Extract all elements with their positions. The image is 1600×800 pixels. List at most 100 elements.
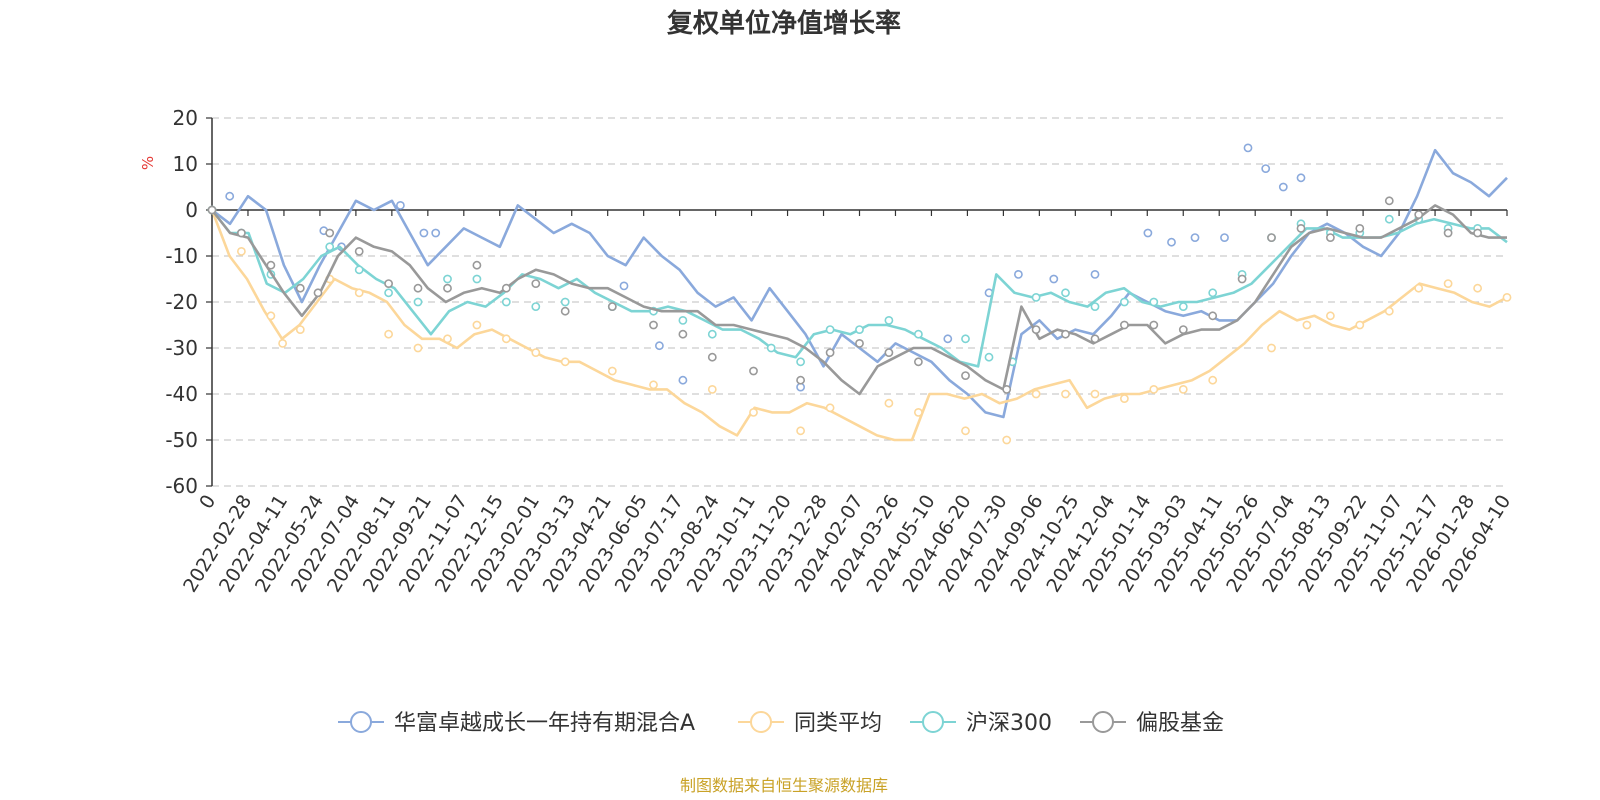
data-point	[1090, 389, 1100, 399]
data-point	[1261, 164, 1271, 173]
legend-marker-icon	[750, 711, 772, 733]
y-tick-label: -10	[165, 244, 198, 268]
data-point	[1355, 320, 1365, 330]
series-0	[207, 143, 1508, 419]
data-point	[1384, 214, 1394, 224]
data-point	[501, 297, 511, 307]
data-point	[1296, 223, 1306, 233]
data-point	[278, 338, 287, 348]
data-point	[914, 357, 923, 367]
data-point	[384, 329, 393, 339]
data-point	[707, 384, 717, 394]
y-axis-unit: %	[139, 156, 157, 170]
data-point	[655, 341, 664, 351]
legend-item-2[interactable]: 沪深300	[910, 711, 1052, 736]
chart-title: 复权单位净值增长率	[667, 8, 901, 39]
data-point	[1031, 292, 1041, 302]
data-point	[313, 288, 323, 298]
data-point	[825, 325, 835, 334]
data-point	[1473, 228, 1482, 238]
data-point	[649, 320, 658, 330]
data-point	[1178, 302, 1188, 311]
data-point	[1414, 283, 1424, 293]
legend-item-3[interactable]: 偏股基金	[1080, 711, 1224, 736]
data-point	[855, 338, 864, 348]
data-point	[766, 343, 776, 353]
data-point	[354, 246, 364, 256]
data-point	[472, 260, 482, 270]
data-point	[855, 325, 864, 334]
data-point	[1414, 210, 1424, 219]
data-point	[531, 279, 541, 288]
data-point	[678, 375, 688, 385]
data-point	[884, 315, 894, 325]
data-point	[1296, 173, 1306, 183]
data-point	[961, 426, 970, 436]
data-point	[961, 371, 970, 380]
data-point	[607, 302, 617, 311]
data-point	[749, 366, 758, 376]
data-point	[325, 228, 335, 238]
data-point	[749, 407, 758, 417]
data-point	[1061, 389, 1070, 399]
data-point	[443, 274, 452, 284]
data-point	[1443, 279, 1453, 288]
data-point	[1355, 223, 1365, 233]
data-point	[1120, 297, 1129, 307]
data-point	[531, 302, 541, 311]
data-point	[1502, 292, 1512, 302]
data-point	[825, 403, 835, 413]
data-point	[354, 265, 364, 275]
data-point	[1002, 435, 1012, 445]
data-point	[472, 274, 482, 284]
series-line	[210, 209, 1508, 442]
data-point	[884, 348, 894, 357]
data-point	[501, 334, 511, 344]
data-point	[295, 283, 305, 293]
data-point	[1384, 306, 1394, 316]
data-point	[1120, 394, 1129, 403]
data-point	[678, 329, 688, 339]
axes: 20100-10-20-30-40-50-6002022-02-282022-0…	[165, 106, 1515, 596]
legend-label: 华富卓越成长一年持有期混合A	[394, 711, 695, 736]
series-line	[210, 204, 1507, 396]
series-3	[207, 196, 1507, 396]
legend[interactable]: 华富卓越成长一年持有期混合A 同类平均 沪深300 偏股基金	[338, 711, 1224, 736]
data-point	[796, 357, 805, 367]
data-point	[1443, 228, 1453, 238]
y-tick-label: 10	[173, 152, 198, 176]
data-point	[1061, 288, 1070, 298]
data-point	[943, 334, 953, 344]
legend-label: 沪深300	[966, 711, 1052, 736]
legend-marker-icon	[1092, 711, 1114, 733]
data-point	[914, 329, 923, 339]
data-point	[961, 334, 970, 344]
y-tick-label: -60	[165, 474, 198, 498]
data-point	[236, 246, 246, 256]
x-tick-label: 0	[195, 491, 220, 513]
data-point	[395, 200, 405, 210]
data-point	[1267, 343, 1276, 353]
data-point	[914, 407, 923, 417]
data-point	[1220, 233, 1229, 242]
data-point	[413, 343, 423, 353]
data-point	[1208, 288, 1218, 298]
data-point	[1143, 228, 1153, 238]
data-point	[796, 375, 805, 385]
data-point	[560, 306, 570, 316]
data-point	[1178, 384, 1188, 394]
data-point	[266, 260, 276, 270]
data-point	[1190, 233, 1200, 242]
data-point	[1090, 334, 1100, 344]
data-point	[1149, 297, 1159, 307]
data-point	[266, 311, 276, 321]
legend-item-1[interactable]: 同类平均	[738, 711, 882, 736]
series-line	[211, 148, 1508, 419]
data-point	[1326, 233, 1335, 242]
data-point	[501, 283, 511, 293]
data-point	[619, 281, 629, 291]
data-point	[1243, 143, 1253, 153]
legend-item-0[interactable]: 华富卓越成长一年持有期混合A	[338, 711, 695, 736]
data-point	[1002, 384, 1012, 394]
